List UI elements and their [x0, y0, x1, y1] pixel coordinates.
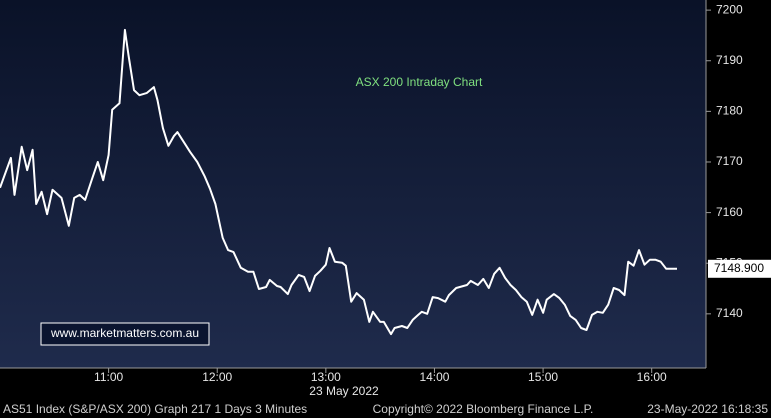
watermark-box [40, 322, 210, 346]
y-tick-label: 7190 [716, 53, 743, 67]
last-value-label: 7148.900 [714, 261, 764, 275]
x-tick-label: 14:00 [419, 370, 449, 384]
price-line [0, 28, 677, 336]
x-tick-label: 15:00 [528, 370, 558, 384]
chart-title: ASX 200 Intraday Chart [356, 75, 483, 89]
y-tick-label: 7160 [716, 205, 743, 219]
x-tick-label: 12:00 [202, 370, 232, 384]
plot-background [0, 0, 706, 368]
footer-right: 23-May-2022 16:18:35 [647, 402, 768, 416]
footer-left: AS51 Index (S&P/ASX 200) Graph 217 1 Day… [3, 402, 307, 416]
watermark: www.marketmatters.com.au [50, 326, 199, 340]
x-tick-label: 16:00 [637, 370, 667, 384]
y-tick-label: 7140 [716, 306, 743, 320]
y-tick-label: 7200 [716, 2, 743, 16]
last-value-box [708, 259, 771, 278]
x-axis-label: 23 May 2022 [309, 384, 379, 398]
y-tick-label: 7170 [716, 154, 743, 168]
x-tick-label: 13:00 [311, 370, 341, 384]
footer-center: Copyright© 2022 Bloomberg Finance L.P. [373, 402, 594, 416]
y-tick-label: 7180 [716, 104, 743, 118]
x-tick-label: 11:00 [94, 370, 123, 384]
